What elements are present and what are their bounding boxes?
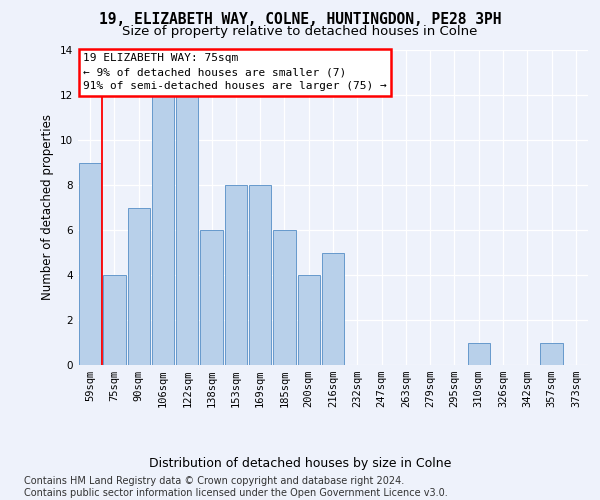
Bar xyxy=(79,162,101,365)
Bar xyxy=(128,208,150,365)
Y-axis label: Number of detached properties: Number of detached properties xyxy=(41,114,55,300)
Text: Size of property relative to detached houses in Colne: Size of property relative to detached ho… xyxy=(122,25,478,38)
Bar xyxy=(152,95,174,365)
Bar xyxy=(103,275,125,365)
Text: 19, ELIZABETH WAY, COLNE, HUNTINGDON, PE28 3PH: 19, ELIZABETH WAY, COLNE, HUNTINGDON, PE… xyxy=(99,12,501,28)
Bar xyxy=(273,230,296,365)
Bar xyxy=(224,185,247,365)
Bar xyxy=(200,230,223,365)
Text: Contains HM Land Registry data © Crown copyright and database right 2024.
Contai: Contains HM Land Registry data © Crown c… xyxy=(24,476,448,498)
Text: 19 ELIZABETH WAY: 75sqm
← 9% of detached houses are smaller (7)
91% of semi-deta: 19 ELIZABETH WAY: 75sqm ← 9% of detached… xyxy=(83,53,387,91)
Text: Distribution of detached houses by size in Colne: Distribution of detached houses by size … xyxy=(149,458,451,470)
Bar xyxy=(298,275,320,365)
Bar xyxy=(467,342,490,365)
Bar xyxy=(541,342,563,365)
Bar xyxy=(322,252,344,365)
Bar xyxy=(249,185,271,365)
Bar xyxy=(176,95,199,365)
